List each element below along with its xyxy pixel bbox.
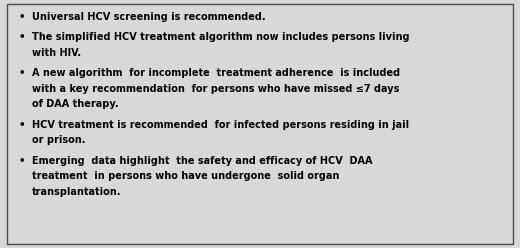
- Text: with a key recommendation  for persons who have missed ≤7 days: with a key recommendation for persons wh…: [32, 84, 399, 94]
- Text: Universal HCV screening is recommended.: Universal HCV screening is recommended.: [32, 12, 266, 22]
- Text: or prison.: or prison.: [32, 135, 85, 146]
- Text: of DAA therapy.: of DAA therapy.: [32, 99, 119, 110]
- Text: A new algorithm  for incomplete  treatment adherence  is included: A new algorithm for incomplete treatment…: [32, 68, 400, 79]
- Text: •: •: [18, 120, 24, 130]
- Text: transplantation.: transplantation.: [32, 187, 122, 197]
- Text: The simplified HCV treatment algorithm now includes persons living: The simplified HCV treatment algorithm n…: [32, 32, 410, 42]
- Text: •: •: [18, 156, 24, 166]
- Text: •: •: [18, 68, 24, 79]
- Text: Emerging  data highlight  the safety and efficacy of HCV  DAA: Emerging data highlight the safety and e…: [32, 156, 372, 166]
- Text: •: •: [18, 12, 24, 22]
- Text: •: •: [18, 32, 24, 42]
- Text: HCV treatment is recommended  for infected persons residing in jail: HCV treatment is recommended for infecte…: [32, 120, 409, 130]
- Text: treatment  in persons who have undergone  solid organ: treatment in persons who have undergone …: [32, 172, 340, 182]
- Text: with HIV.: with HIV.: [32, 48, 81, 58]
- FancyBboxPatch shape: [7, 4, 513, 244]
